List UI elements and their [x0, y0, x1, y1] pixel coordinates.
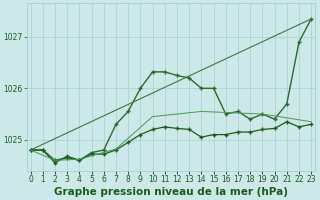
X-axis label: Graphe pression niveau de la mer (hPa): Graphe pression niveau de la mer (hPa)	[54, 187, 288, 197]
